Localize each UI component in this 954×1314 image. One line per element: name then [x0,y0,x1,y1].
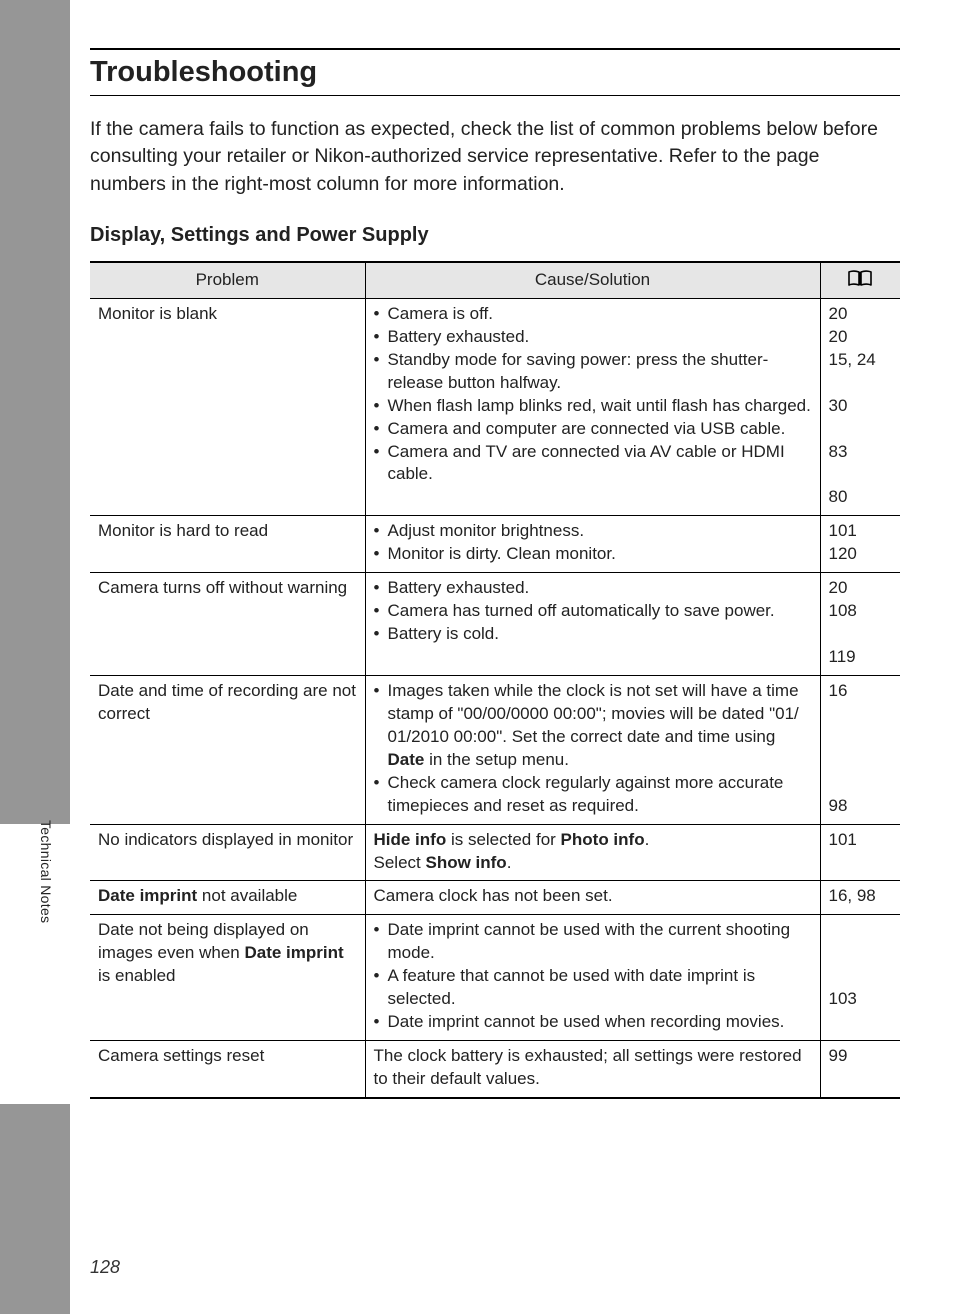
page-number: 128 [90,1257,120,1278]
problem-cell: Monitor is blank [90,298,365,515]
page-title: Troubleshooting [90,56,900,89]
cause-cell: Battery exhausted.Camera has turned off … [365,573,820,676]
cause-bullet: Camera is off. [388,303,812,326]
page-ref-cell: 101120 [820,516,900,573]
problem-cell: No indicators displayed in monitor [90,824,365,881]
problem-cell: Date not being displayed on images even … [90,915,365,1041]
problem-cell: Date imprint not available [90,881,365,915]
page-ref-cell: 202015, 24 30 83 80 [820,298,900,515]
page-ref-cell: 16, 98 [820,881,900,915]
cause-bullet: Date imprint cannot be used with the cur… [388,919,812,965]
table-row: Monitor is hard to readAdjust monitor br… [90,516,900,573]
table-row: Date imprint not availableCamera clock h… [90,881,900,915]
table-row: Date not being displayed on images even … [90,915,900,1041]
cause-cell: The clock battery is exhausted; all sett… [365,1041,820,1098]
col-header-problem: Problem [90,262,365,299]
cause-cell: Images taken while the clock is not set … [365,675,820,824]
side-section-label: Technical Notes [38,820,54,923]
cause-bullet: Monitor is dirty. Clean monitor. [388,543,812,566]
title-rule-bottom [90,95,900,96]
book-icon [847,269,873,292]
problem-cell: Camera turns off without warning [90,573,365,676]
cause-cell: Camera clock has not been set. [365,881,820,915]
cause-bullet: Battery exhausted. [388,577,812,600]
cause-bullet: Standby mode for saving power: press the… [388,349,812,395]
table-row: No indicators displayed in monitorHide i… [90,824,900,881]
cause-bullet: A feature that cannot be used with date … [388,965,812,1011]
side-tab [0,824,70,1104]
page-ref-cell: 16 98 [820,675,900,824]
col-header-page [820,262,900,299]
cause-cell: Hide info is selected for Photo info.Sel… [365,824,820,881]
cause-bullet: Camera has turned off automatically to s… [388,600,812,623]
title-rule-top [90,48,900,50]
problem-cell: Monitor is hard to read [90,516,365,573]
cause-bullet: Images taken while the clock is not set … [388,680,812,772]
troubleshooting-table: Problem Cause/Solution Monitor is blankC… [90,261,900,1099]
intro-paragraph: If the camera fails to function as expec… [90,116,900,198]
table-row: Camera turns off without warningBattery … [90,573,900,676]
cause-cell: Adjust monitor brightness.Monitor is dir… [365,516,820,573]
cause-bullet: Date imprint cannot be used when recordi… [388,1011,812,1034]
col-header-cause: Cause/Solution [365,262,820,299]
cause-bullet: Battery exhausted. [388,326,812,349]
cause-bullet: Adjust monitor brightness. [388,520,812,543]
manual-page: Troubleshooting If the camera fails to f… [70,0,954,1314]
page-ref-cell: 101 [820,824,900,881]
page-ref-cell: 99 [820,1041,900,1098]
table-row: Camera settings resetThe clock battery i… [90,1041,900,1098]
cause-bullet: Check camera clock regularly against mor… [388,772,812,818]
cause-bullet: When flash lamp blinks red, wait until f… [388,395,812,418]
page-ref-cell: 20108 119 [820,573,900,676]
problem-cell: Date and time of recording are not corre… [90,675,365,824]
table-row: Date and time of recording are not corre… [90,675,900,824]
table-row: Monitor is blankCamera is off.Battery ex… [90,298,900,515]
section-heading: Display, Settings and Power Supply [90,224,900,247]
problem-cell: Camera settings reset [90,1041,365,1098]
cause-bullet: Camera and computer are connected via US… [388,418,812,441]
table-header-row: Problem Cause/Solution [90,262,900,299]
cause-bullet: Battery is cold. [388,623,812,646]
page-ref-cell: 103 [820,915,900,1041]
cause-bullet: Camera and TV are connected via AV cable… [388,441,812,487]
cause-cell: Camera is off.Battery exhausted.Standby … [365,298,820,515]
cause-cell: Date imprint cannot be used with the cur… [365,915,820,1041]
